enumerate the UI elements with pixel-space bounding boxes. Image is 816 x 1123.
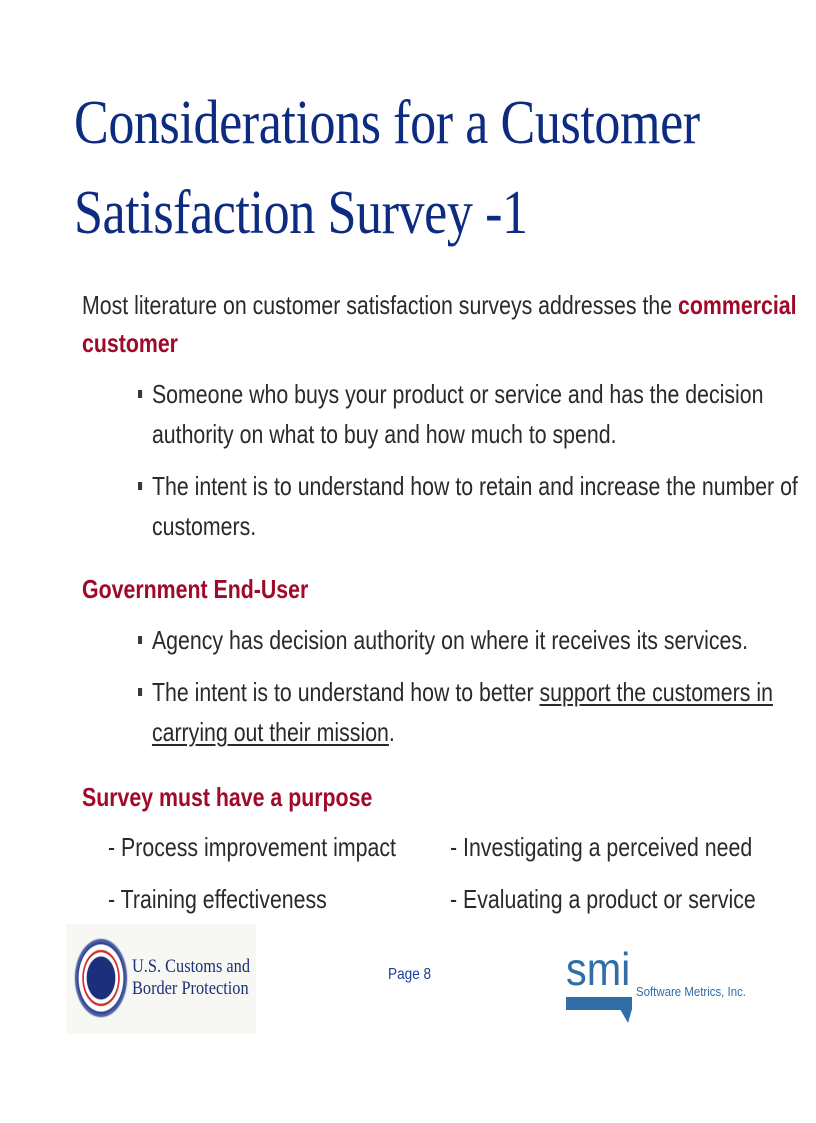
square-bullet-icon: [138, 482, 143, 490]
bullet-item: Someone who buys your product or service…: [138, 374, 798, 454]
page-number: Page 8: [388, 966, 432, 983]
title-line-2: Satisfaction Survey -1: [74, 179, 528, 247]
purpose-item: - Training effectiveness: [108, 884, 327, 914]
purpose-right-column: - Investigating a perceived need - Evalu…: [450, 830, 816, 916]
purpose-left-column: - Process improvement impact - Training …: [108, 830, 459, 916]
commercial-bullet-list: Someone who buys your product or service…: [138, 374, 816, 558]
underlined-phrase: support the customers in carrying out the…: [151, 677, 773, 747]
purpose-item: - Evaluating a product or service: [450, 884, 756, 914]
cbp-name-line-2: Border Protection: [132, 978, 249, 999]
bullet-item: The intent is to understand how to retai…: [138, 466, 798, 546]
cbp-name-line-1: U.S. Customs and: [132, 956, 251, 977]
title-line-1: Considerations for a Customer: [74, 89, 700, 157]
smi-mark: smi: [566, 943, 631, 995]
purpose-heading: Survey must have a purpose: [82, 782, 373, 812]
cbp-logo: U.S. Customs and Border Protection: [66, 924, 256, 1034]
intro-text: Most literature on customer satisfaction…: [82, 290, 679, 320]
smi-speech-bar-icon: [566, 997, 632, 1010]
smi-logo: smi Software Metrics, Inc.: [566, 946, 746, 1026]
bullet-item: The intent is to understand how to bette…: [138, 672, 773, 752]
dhs-seal-icon: [74, 938, 128, 1018]
page-title: Considerations for a Customer Satisfacti…: [74, 78, 700, 258]
smi-company-name: Software Metrics, Inc.: [636, 984, 746, 999]
intro-highlight-commercial: commercial: [678, 290, 797, 320]
government-bullet-list: Agency has decision authority on where i…: [138, 620, 816, 764]
purpose-item: - Investigating a perceived need: [450, 832, 753, 862]
government-heading: Government End-User: [82, 574, 309, 604]
square-bullet-icon: [138, 636, 143, 644]
intro-paragraph: Most literature on customer satisfaction…: [82, 286, 816, 362]
purpose-item: - Process improvement impact: [108, 832, 396, 862]
bullet-item: Agency has decision authority on where i…: [138, 620, 773, 660]
square-bullet-icon: [138, 390, 143, 398]
intro-highlight-customer: customer: [82, 328, 178, 358]
smi-speech-tail-icon: [620, 1009, 632, 1023]
square-bullet-icon: [138, 688, 143, 696]
